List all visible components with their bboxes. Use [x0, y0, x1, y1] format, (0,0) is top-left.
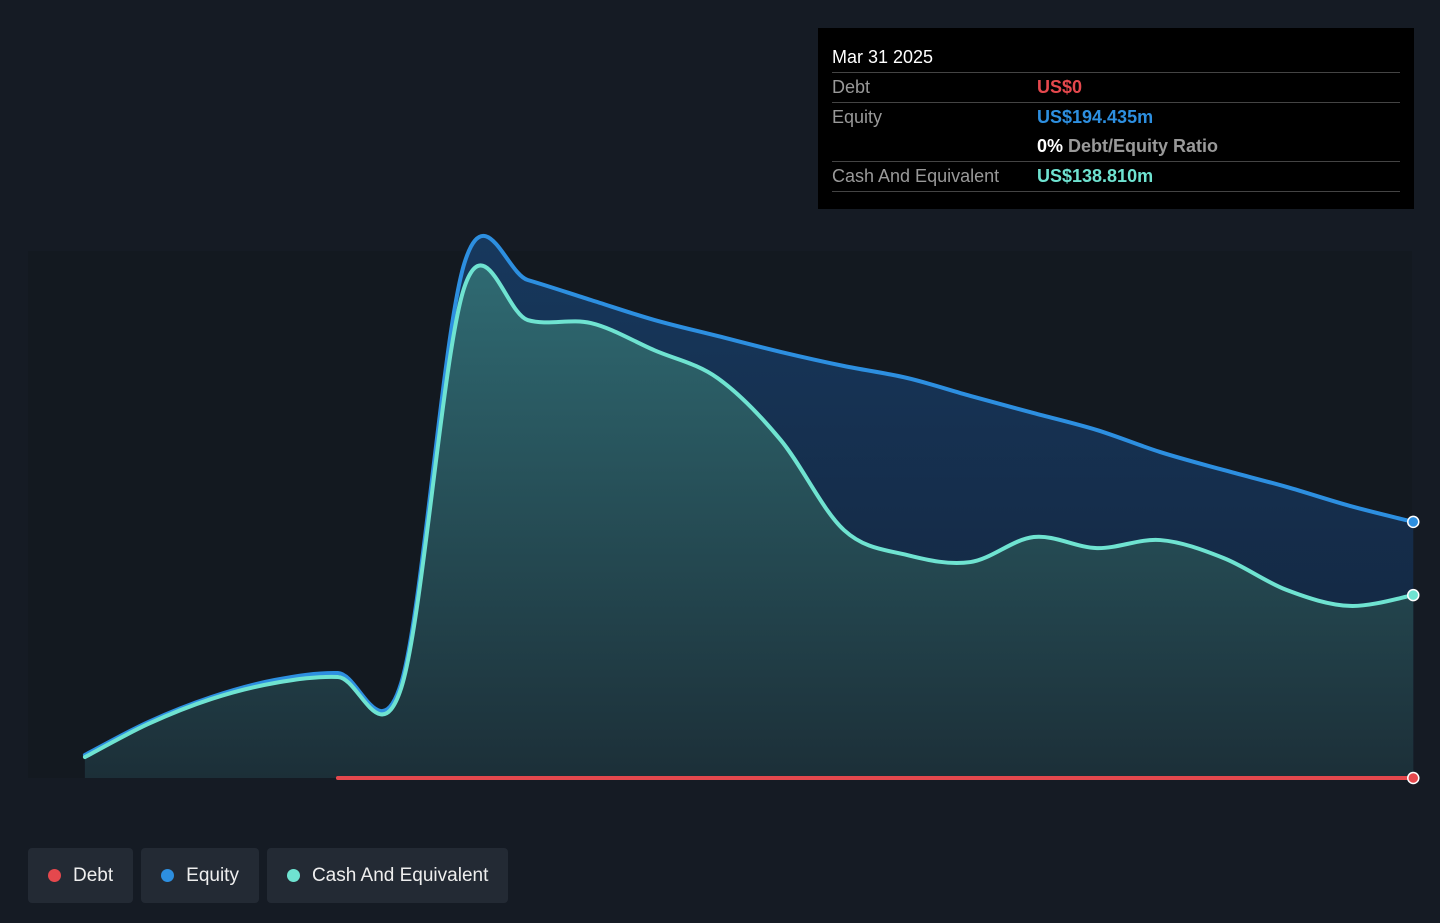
series-line [82, 233, 1416, 757]
series-line [82, 263, 1416, 760]
tooltip-value: US$138.810m [1037, 166, 1154, 186]
tooltip-value: US$194.435m [1037, 107, 1154, 127]
end-point [1407, 588, 1420, 602]
end-point [1407, 771, 1420, 785]
tooltip-value: 0% [1037, 136, 1064, 156]
legend-swatch [286, 869, 300, 882]
legend-item[interactable]: Cash And Equivalent [266, 848, 509, 903]
tooltip: Mar 31 2025 Debt US$0 Equity US$194.435m 0… [818, 28, 1414, 209]
end-point [1407, 515, 1420, 529]
tooltip-key: Debt [832, 77, 871, 97]
tooltip-value: US$0 [1037, 77, 1083, 97]
legend: Debt Equity Cash And Equivalent [28, 848, 509, 903]
legend-item[interactable]: Equity [141, 848, 259, 903]
tooltip-key: Debt/Equity Ratio [1068, 136, 1219, 156]
legend-swatch [48, 869, 61, 882]
tooltip-key: Equity [832, 107, 883, 127]
legend-swatch [161, 869, 175, 882]
tooltip-date: Mar 31 2025 [832, 42, 1400, 73]
tooltip-key: Cash And Equivalent [832, 166, 1000, 186]
legend-label: Cash And Equivalent [311, 864, 489, 886]
legend-label: Equity [186, 864, 239, 886]
legend-label: Debt [73, 864, 114, 886]
area [84, 265, 1414, 778]
legend-item[interactable]: Debt [28, 848, 134, 903]
